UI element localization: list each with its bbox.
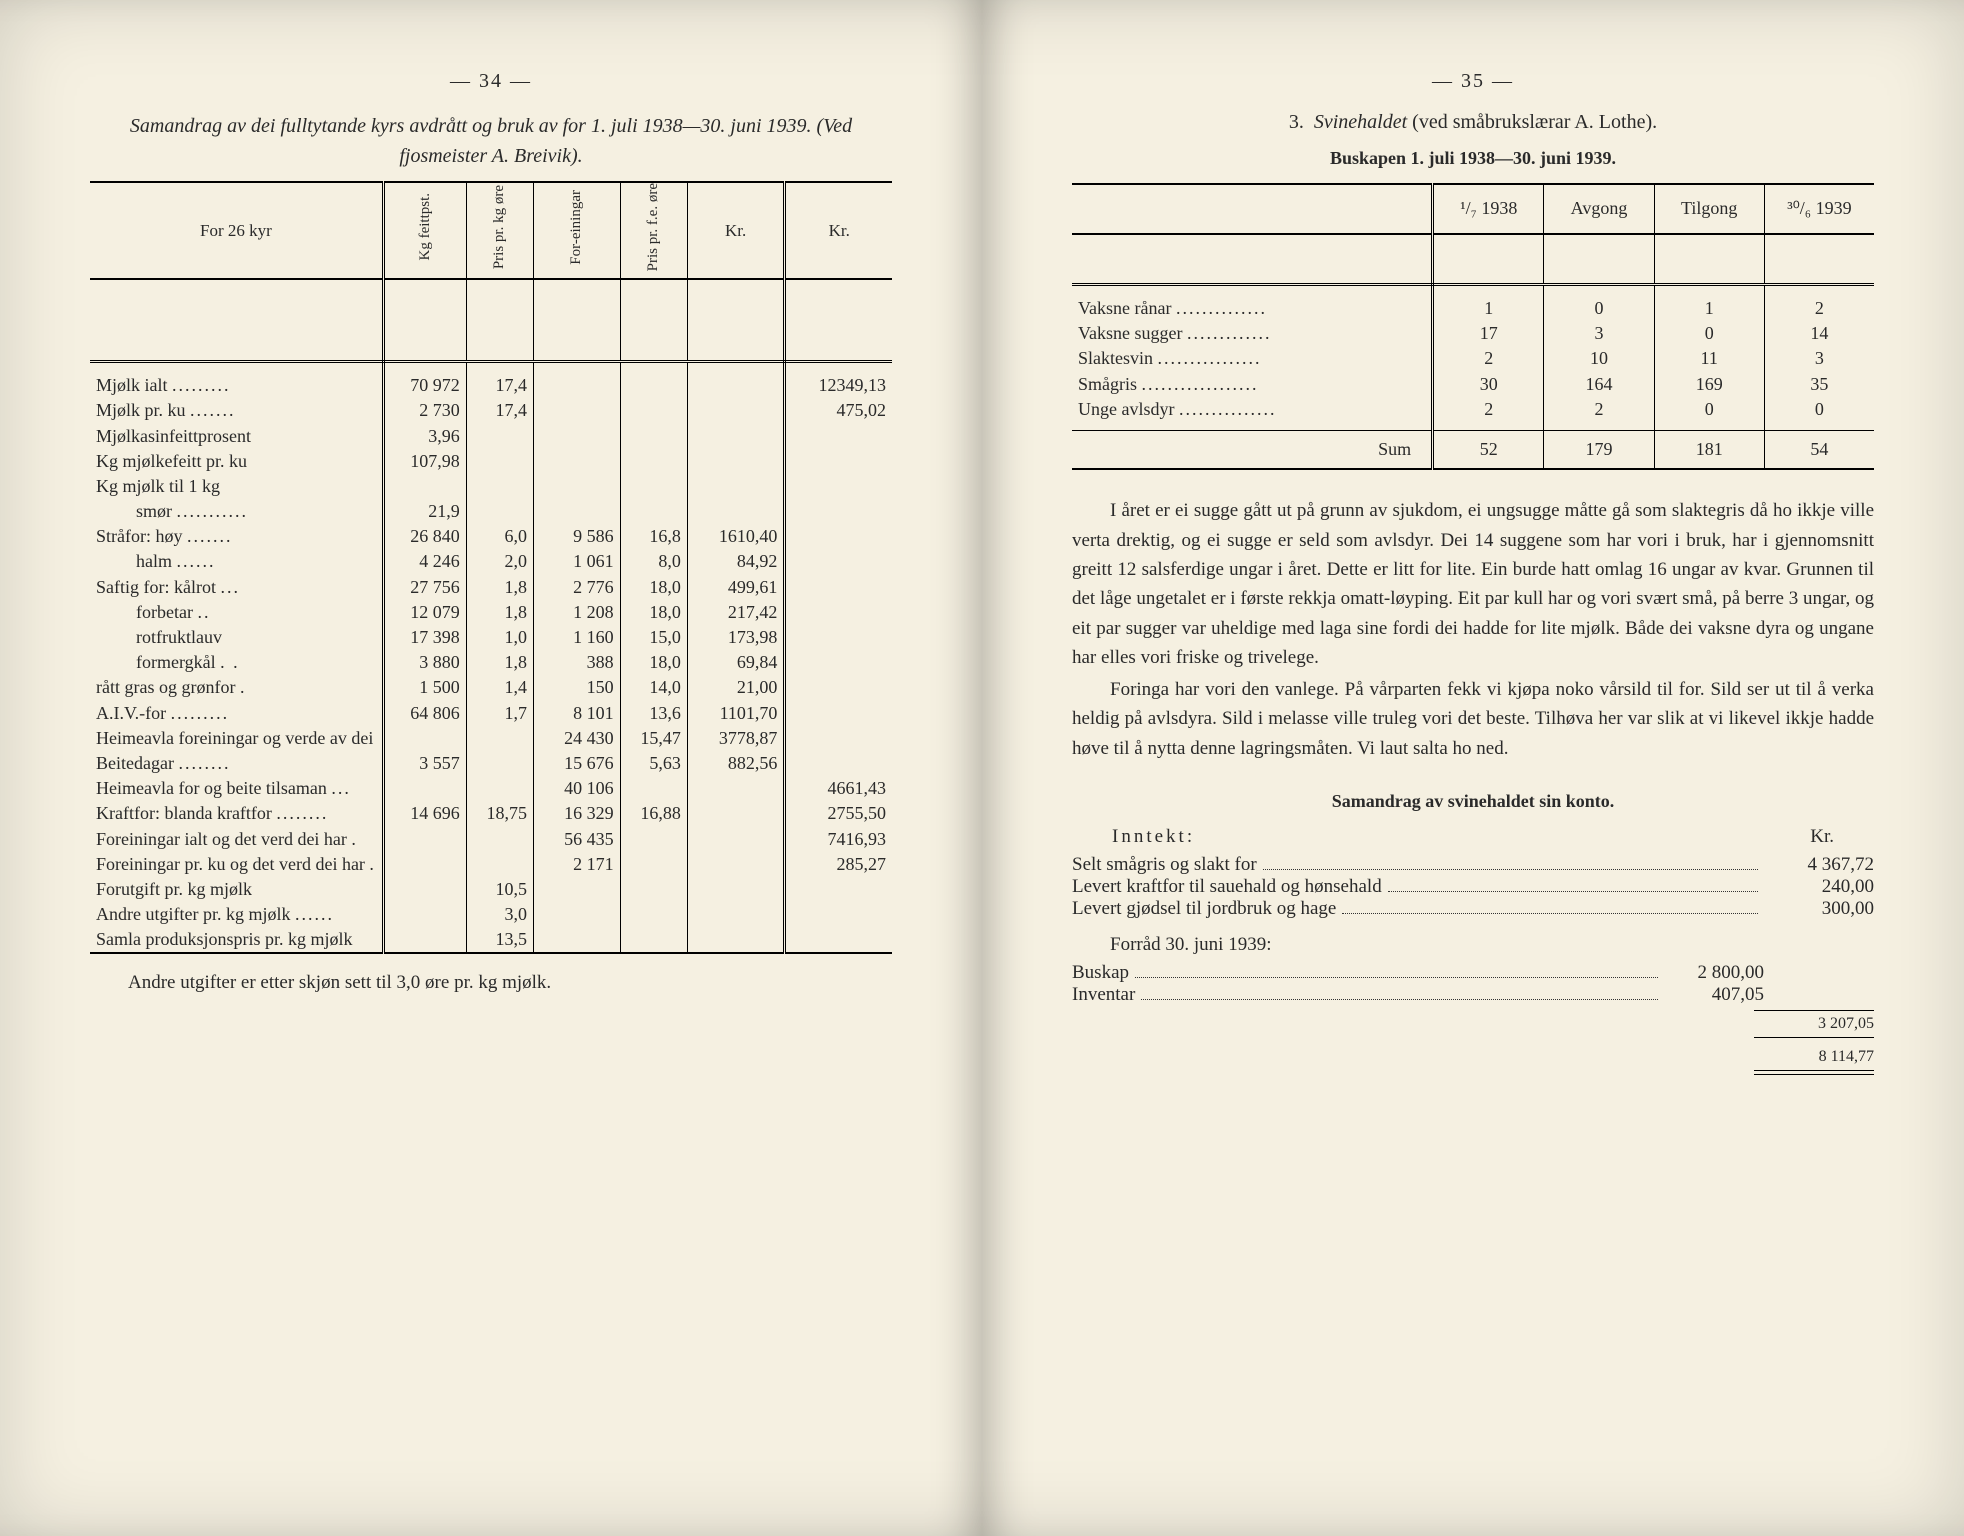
right-section: 3. Svinehaldet (ved småbrukslærar A. Lot… xyxy=(1072,111,1874,134)
left-footnote: Andre utgifter er etter skjøn sett til 3… xyxy=(90,972,892,994)
acct-row: Levert kraftfor til sauehald og hønsehal… xyxy=(1072,876,1874,898)
table-row: Mjølkasinfeittprosent 3,96 xyxy=(90,424,892,449)
table-row: Heimeavla for og beite tilsaman ...40 10… xyxy=(90,776,892,801)
table-row: forbetar ..12 0791,81 20818,0217,42 xyxy=(90,600,892,625)
page-number-left: — 34 — xyxy=(90,70,892,93)
table-row: smør ...........21,9 xyxy=(90,499,892,524)
hdr35-1939: ³⁰/₆ 1939 xyxy=(1764,184,1874,234)
page-number-right: — 35 — xyxy=(1072,70,1874,93)
hdr-kr2: Kr. xyxy=(785,182,892,279)
table-row: Mjølk pr. ku .......2 73017,4475,02 xyxy=(90,398,892,423)
table-row: Kg mjølkefeitt pr. ku 107,98 xyxy=(90,449,892,474)
table-row: Slaktesvin ................210113 xyxy=(1072,346,1874,371)
table-row: formergkål . .3 8801,838818,069,84 xyxy=(90,650,892,675)
table-row: Stråfor: høy .......26 8406,09 58616,816… xyxy=(90,524,892,549)
table-row: Smågris ..................3016416935 xyxy=(1072,372,1874,397)
inntekt-header: Inntekt: Kr. xyxy=(1072,826,1874,848)
hdr-kr1: Kr. xyxy=(687,182,785,279)
para1: I året er ei sugge gått ut på grunn av s… xyxy=(1072,496,1874,673)
book-spread: — 34 — Samandrag av dei fulltytande kyrs… xyxy=(0,0,1964,1536)
table-row: Beitedagar ........3 55715 6765,63882,56 xyxy=(90,751,892,776)
page-right: — 35 — 3. Svinehaldet (ved småbrukslærar… xyxy=(982,0,1964,1536)
table-row: Vaksne rånar ..............1012 xyxy=(1072,285,1874,322)
table-row: rått gras og grønfor . 1 5001,415014,021… xyxy=(90,675,892,700)
table-row: Foreiningar ialt og det verd dei har . 5… xyxy=(90,827,892,852)
hdr35-1938: ¹/₇ 1938 xyxy=(1433,184,1544,234)
table-row: Saftig for: kålrot ...27 7561,82 77618,0… xyxy=(90,575,892,600)
table-row: Foreiningar pr. ku og det verd dei har .… xyxy=(90,852,892,877)
forrad-row: Buskap2 800,00 xyxy=(1072,962,1874,984)
sum-row: Sum5217918154 xyxy=(1072,430,1874,469)
hdr-for: For 26 kyr xyxy=(90,182,383,279)
hdr35-tilgong: Tilgong xyxy=(1654,184,1764,234)
hdr-foreiningar: For-einingar xyxy=(533,182,620,279)
left-title: Samandrag av dei fulltytande kyrs avdråt… xyxy=(90,111,892,171)
forrad-row: Inventar407,05 xyxy=(1072,984,1874,1006)
total-row: 8 114,77 xyxy=(1072,1048,1874,1066)
table-row: halm ......4 2462,01 0618,084,92 xyxy=(90,549,892,574)
table-row: Kraftfor: blanda kraftfor ........14 696… xyxy=(90,801,892,826)
table-34: For 26 kyr Kg feittpst. Pris pr. kg øre … xyxy=(90,181,892,954)
table-row: Mjølk ialt .........70 97217,412349,13 xyxy=(90,362,892,399)
konto-title: Samandrag av svinehaldet sin konto. xyxy=(1072,791,1874,812)
table-row: Andre utgifter pr. kg mjølk ......3,0 xyxy=(90,902,892,927)
acct-lines: Selt smågris og slakt for4 367,72Levert … xyxy=(1072,854,1874,920)
hdr35-avgong: Avgong xyxy=(1544,184,1654,234)
table-row: Forutgift pr. kg mjølk 10,5 xyxy=(90,877,892,902)
table-row: Unge avlsdyr ...............2200 xyxy=(1072,397,1874,431)
forrad-lines: Buskap2 800,00Inventar407,05 xyxy=(1072,962,1874,1006)
table-row: Samla produksjonspris pr. kg mjølk 13,5 xyxy=(90,927,892,953)
table-35: ¹/₇ 1938 Avgong Tilgong ³⁰/₆ 1939 Vaksne… xyxy=(1072,183,1874,470)
subtotal-row: 3 207,05 xyxy=(1072,1015,1874,1033)
table-row: rotfruktlauv 17 3981,01 16015,0173,98 xyxy=(90,625,892,650)
hdr35-blank xyxy=(1072,184,1433,234)
table-row: Heimeavla foreiningar og verde av dei 24… xyxy=(90,726,892,751)
right-subtitle: Buskapen 1. juli 1938—30. juni 1939. xyxy=(1072,148,1874,169)
hdr-kg: Kg feittpst. xyxy=(383,182,466,279)
table-row: A.I.V.-for .........64 8061,78 10113,611… xyxy=(90,701,892,726)
body-text: I året er ei sugge gått ut på grunn av s… xyxy=(1072,496,1874,763)
page-left: — 34 — Samandrag av dei fulltytande kyrs… xyxy=(0,0,982,1536)
acct-row: Selt smågris og slakt for4 367,72 xyxy=(1072,854,1874,876)
table-row: Kg mjølk til 1 kg xyxy=(90,474,892,499)
forrad-label: Forråd 30. juni 1939: xyxy=(1072,934,1874,956)
table-row: Vaksne sugger .............173014 xyxy=(1072,321,1874,346)
acct-row: Levert gjødsel til jordbruk og hage300,0… xyxy=(1072,898,1874,920)
hdr-pris-fe: Pris pr. f.e. øre xyxy=(620,182,687,279)
hdr-pris-kg: Pris pr. kg øre xyxy=(466,182,533,279)
para2: Foringa har vori den vanlege. På vårpart… xyxy=(1072,675,1874,763)
